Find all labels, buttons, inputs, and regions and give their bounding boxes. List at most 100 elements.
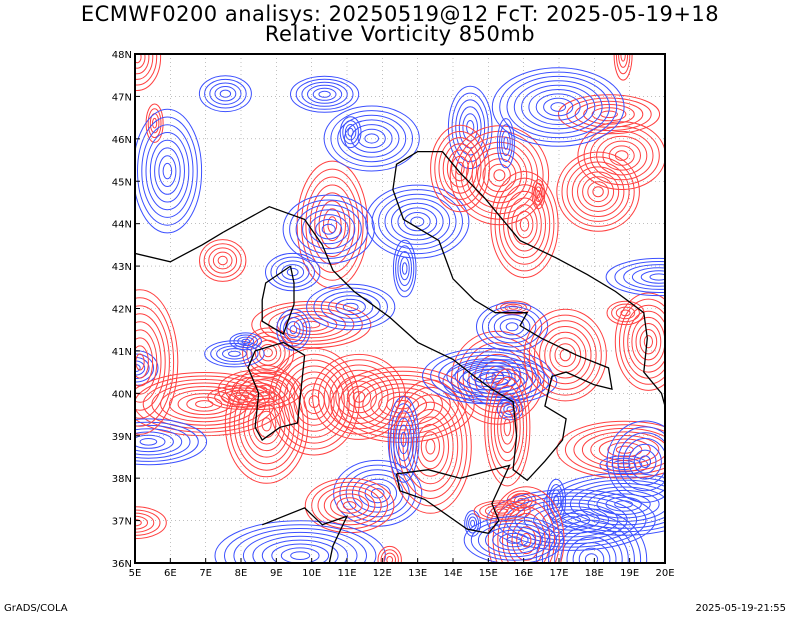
contour-line — [458, 106, 482, 149]
lon-tick-label: 12E — [373, 568, 392, 579]
contour-line — [602, 140, 642, 171]
contour-line — [135, 418, 208, 466]
contour-line — [289, 325, 298, 335]
lon-tick-label: 14E — [443, 568, 462, 579]
contour-line — [551, 512, 591, 528]
contour-line — [491, 67, 625, 147]
contour-line — [420, 431, 440, 462]
contour-line — [329, 369, 389, 424]
contour-line — [282, 194, 375, 264]
contour-line — [395, 417, 412, 462]
contour-line — [214, 86, 237, 102]
contour-line — [212, 251, 233, 270]
contour-line — [308, 214, 349, 245]
contour-line — [307, 84, 343, 104]
contour-line — [519, 217, 530, 232]
contour-line — [364, 133, 380, 144]
contour-line — [515, 210, 534, 239]
contour-line — [611, 303, 640, 323]
contour-line — [135, 428, 183, 456]
contour-line — [135, 313, 166, 411]
contour-line — [371, 189, 463, 255]
contour-line — [135, 54, 142, 64]
lon-tick-label: 8E — [235, 568, 248, 579]
title-line-1: ECMWF0200 analisys: 20250519@12 FcT: 202… — [80, 2, 720, 26]
grid-lines — [135, 54, 665, 563]
contour-line — [323, 105, 420, 172]
contour-line — [631, 267, 665, 287]
contour-line — [252, 535, 348, 563]
contour-line — [477, 522, 550, 558]
lon-tick-label: 15E — [479, 568, 498, 579]
contour-line — [234, 394, 250, 401]
contour-line — [330, 110, 414, 167]
contour-line — [606, 420, 665, 503]
contour-line — [488, 163, 511, 187]
contour-line — [506, 75, 610, 139]
lon-tick-label: 10E — [302, 568, 321, 579]
lat-tick-label: 36N — [112, 559, 132, 570]
contour-line — [365, 184, 470, 259]
contour-line — [280, 547, 320, 563]
contour-line — [596, 493, 651, 516]
contour-line — [305, 176, 360, 273]
contour-line — [321, 223, 336, 235]
lat-tick-label: 42N — [112, 305, 132, 316]
contour-line — [639, 329, 658, 355]
contour-line — [162, 162, 173, 180]
contour-line — [387, 396, 420, 483]
contour-line — [312, 87, 337, 101]
contour-line — [152, 117, 158, 129]
contour-line — [451, 155, 469, 182]
contour-line — [487, 376, 528, 478]
contour-line — [401, 262, 408, 275]
contour-line — [135, 506, 167, 540]
lon-tick-label: 20E — [655, 568, 674, 579]
contour-line — [578, 547, 605, 563]
contour-line — [612, 426, 665, 497]
contour-line — [535, 93, 581, 121]
lat-tick-label: 41N — [112, 347, 132, 358]
contour-line — [311, 481, 389, 530]
contour-line — [301, 168, 364, 281]
contour-line — [523, 308, 607, 402]
contour-line — [217, 255, 228, 266]
contour-line — [135, 431, 174, 453]
contour-line — [135, 515, 148, 530]
contour-line — [605, 257, 665, 297]
contour-line — [505, 322, 519, 332]
contour-line — [503, 190, 546, 259]
contour-line — [237, 336, 255, 346]
contour-line — [273, 353, 355, 450]
contour-line — [398, 394, 463, 500]
contour-line — [344, 124, 357, 141]
contour-line — [384, 198, 451, 245]
contour-line — [342, 302, 359, 312]
coastline-france — [135, 231, 224, 263]
contour-line — [312, 353, 406, 440]
lon-tick-label: 7E — [199, 568, 212, 579]
lon-tick-label: 5E — [129, 568, 142, 579]
contour-line — [350, 124, 393, 153]
contour-line — [135, 289, 179, 435]
contour-line — [628, 443, 662, 480]
contour-line — [446, 149, 474, 188]
contour-line — [318, 90, 331, 98]
contour-line — [392, 239, 417, 298]
contour-line — [221, 389, 264, 406]
contour-line — [536, 190, 541, 199]
contour-line — [293, 377, 335, 426]
contour-line — [447, 85, 493, 170]
contour-line — [484, 368, 531, 487]
contour-line — [584, 553, 599, 563]
contour-line — [566, 161, 630, 222]
contour-line — [346, 374, 459, 435]
lon-tick-label: 19E — [620, 568, 639, 579]
contour-line — [286, 321, 301, 339]
contour-line — [464, 510, 482, 537]
contour-line — [250, 335, 286, 370]
contour-line — [208, 247, 238, 274]
contour-line — [516, 526, 537, 555]
contour-line — [135, 421, 199, 462]
contour-line — [483, 374, 517, 389]
